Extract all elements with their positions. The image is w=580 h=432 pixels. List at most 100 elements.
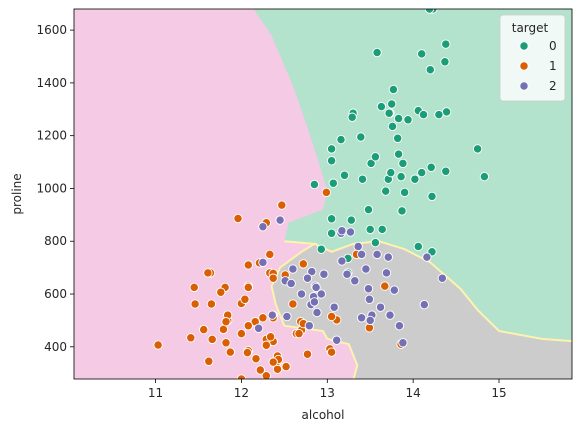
point-class-0 bbox=[397, 206, 407, 216]
point-class-2 bbox=[296, 289, 307, 299]
point-class-1 bbox=[258, 313, 268, 323]
point-class-2 bbox=[286, 278, 296, 289]
point-class-1 bbox=[265, 249, 275, 260]
legend: target 0 1 2 bbox=[499, 14, 566, 102]
point-class-0 bbox=[425, 65, 435, 75]
point-class-0 bbox=[316, 244, 326, 254]
point-class-0 bbox=[396, 171, 406, 182]
point-class-2 bbox=[332, 335, 342, 345]
point-class-0 bbox=[393, 113, 404, 124]
x-tick-label: 14 bbox=[406, 386, 421, 400]
point-class-0 bbox=[386, 167, 396, 178]
point-class-1 bbox=[225, 347, 235, 357]
point-class-0 bbox=[347, 112, 357, 122]
point-class-1 bbox=[265, 332, 276, 342]
point-class-2 bbox=[398, 338, 408, 348]
point-class-2 bbox=[394, 321, 405, 331]
point-class-0 bbox=[413, 241, 423, 252]
point-class-1 bbox=[221, 317, 231, 327]
point-class-2 bbox=[385, 310, 395, 320]
point-class-2 bbox=[288, 264, 298, 274]
point-class-0 bbox=[403, 115, 413, 125]
x-tick-label: 12 bbox=[234, 386, 249, 400]
point-class-1 bbox=[261, 340, 271, 350]
point-class-2 bbox=[381, 268, 392, 278]
point-class-2 bbox=[307, 266, 317, 277]
y-tick-label: 400 bbox=[44, 340, 67, 354]
point-class-2 bbox=[337, 256, 347, 266]
point-class-0 bbox=[328, 178, 338, 188]
point-class-2 bbox=[258, 222, 268, 232]
point-class-1 bbox=[207, 334, 217, 345]
x-tick-label: 15 bbox=[491, 386, 506, 400]
point-class-0 bbox=[377, 224, 387, 235]
point-class-2 bbox=[329, 302, 339, 312]
x-axis: 11 12 13 14 15 bbox=[148, 379, 507, 400]
point-class-2 bbox=[302, 273, 313, 283]
point-class-2 bbox=[356, 249, 367, 260]
point-class-0 bbox=[418, 109, 429, 120]
y-tick-label: 800 bbox=[44, 234, 67, 248]
point-class-1 bbox=[321, 187, 332, 198]
point-class-2 bbox=[361, 264, 371, 274]
point-class-1 bbox=[302, 349, 313, 359]
point-class-1 bbox=[288, 299, 298, 309]
y-tick-label: 1400 bbox=[36, 76, 67, 90]
point-class-0 bbox=[388, 84, 399, 95]
point-class-1 bbox=[243, 260, 253, 270]
point-class-0 bbox=[440, 57, 450, 67]
point-class-2 bbox=[316, 289, 326, 299]
point-class-1 bbox=[153, 340, 163, 350]
point-class-0 bbox=[309, 179, 320, 190]
legend-marker-2 bbox=[519, 81, 529, 91]
legend-label-1: 1 bbox=[549, 59, 557, 73]
x-axis-label: alcohol bbox=[302, 408, 345, 422]
point-class-2 bbox=[350, 276, 360, 286]
point-class-2 bbox=[383, 252, 393, 262]
point-class-2 bbox=[267, 310, 277, 320]
point-class-1 bbox=[326, 311, 337, 322]
point-class-0 bbox=[441, 166, 451, 176]
point-class-0 bbox=[393, 133, 403, 143]
point-class-0 bbox=[393, 149, 404, 159]
point-class-2 bbox=[312, 307, 322, 318]
point-class-1 bbox=[204, 356, 214, 366]
point-class-0 bbox=[370, 237, 381, 248]
point-class-0 bbox=[479, 171, 490, 182]
point-class-1 bbox=[255, 365, 265, 375]
legend-box bbox=[499, 14, 566, 102]
point-class-0 bbox=[365, 224, 375, 235]
point-class-0 bbox=[427, 191, 437, 202]
point-class-1 bbox=[186, 333, 196, 343]
point-class-0 bbox=[384, 108, 394, 118]
point-class-0 bbox=[326, 144, 337, 154]
point-class-0 bbox=[434, 109, 444, 120]
point-class-0 bbox=[366, 158, 376, 169]
point-class-1 bbox=[277, 200, 287, 210]
y-axis: 400 600 800 1000 1200 1400 1600 bbox=[36, 23, 74, 354]
y-tick-label: 600 bbox=[44, 287, 67, 301]
plot-area bbox=[73, 8, 573, 380]
point-class-0 bbox=[326, 156, 337, 166]
point-class-0 bbox=[398, 158, 408, 169]
point-class-1 bbox=[380, 281, 390, 291]
point-class-1 bbox=[240, 294, 250, 304]
point-class-2 bbox=[309, 297, 320, 307]
point-class-2 bbox=[253, 323, 264, 333]
legend-label-2: 2 bbox=[549, 79, 557, 93]
legend-title: target bbox=[512, 21, 549, 35]
decision-region-class-1 bbox=[74, 9, 358, 379]
point-class-1 bbox=[221, 338, 231, 348]
point-class-0 bbox=[441, 107, 452, 117]
point-class-1 bbox=[281, 361, 291, 372]
point-class-2 bbox=[363, 284, 374, 294]
point-class-1 bbox=[294, 328, 304, 339]
point-class-1 bbox=[326, 347, 337, 357]
point-class-2 bbox=[342, 269, 352, 279]
point-class-2 bbox=[375, 302, 386, 312]
y-axis-label: proline bbox=[10, 173, 24, 214]
plot-frame bbox=[73, 8, 573, 380]
point-class-0 bbox=[376, 101, 387, 112]
point-class-0 bbox=[346, 215, 356, 225]
